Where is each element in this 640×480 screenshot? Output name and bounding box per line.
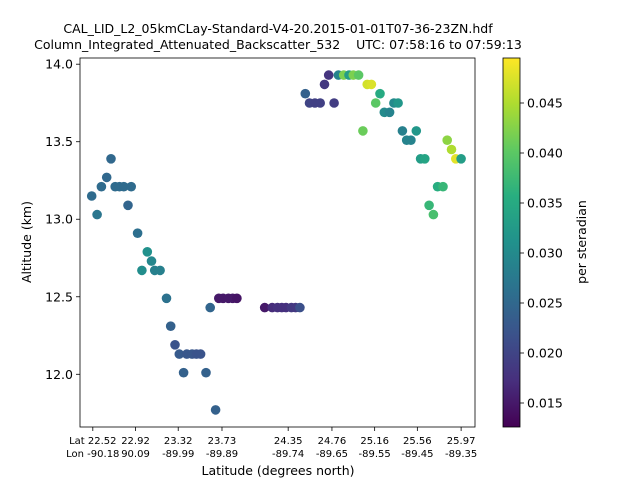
x-tick-label-lon: -89.89 [206, 449, 238, 460]
chart-title-line1: CAL_LID_L2_05kmCLay-Standard-V4-20.2015-… [63, 21, 493, 36]
colorbar-tick-label: 0.030 [527, 246, 563, 261]
data-point [406, 135, 416, 145]
x-tick-label-lon: -89.99 [162, 449, 194, 460]
colorbar-tick-label: 0.045 [527, 96, 563, 111]
colorbar: 0.015 0.020 0.025 0.030 0.035 0.040 0.045 per … [502, 57, 589, 428]
x-tick-label-lon: Lon -90.18 [66, 449, 119, 460]
chart-title-line2: Column_Integrated_Attenuated_Backscatter… [34, 37, 522, 52]
colorbar-label: per steradian [574, 200, 589, 284]
data-point [126, 181, 136, 192]
data-point [397, 126, 408, 136]
scatter-points [86, 70, 466, 415]
data-point [146, 256, 157, 266]
x-tick-label-lat: 25.97 [447, 436, 476, 447]
x-tick-label-lon: -89.45 [401, 449, 433, 460]
data-point [86, 191, 97, 201]
x-tick-label-lat: 23.32 [164, 436, 193, 447]
data-point [424, 200, 434, 211]
colorbar-tick-label: 0.020 [527, 346, 563, 361]
data-point [123, 200, 133, 211]
data-point [132, 228, 143, 238]
x-tick-label-lon: -89.74 [272, 449, 304, 460]
y-tick-label: 13.5 [45, 134, 73, 149]
data-point [411, 126, 422, 136]
x-tick-label-lat: 25.56 [403, 436, 432, 447]
data-point [161, 293, 172, 304]
y-tick-label: 13.0 [45, 212, 73, 227]
x-tick-label-lon: -89.65 [316, 449, 348, 460]
x-axis-label: Latitude (degrees north) [202, 463, 355, 478]
data-point [178, 367, 189, 378]
colorbar-tick-label: 0.040 [527, 146, 563, 161]
colorbar-gradient [503, 58, 520, 427]
x-tick-label-lon: -89.55 [359, 449, 391, 460]
colorbar-tick-label: 0.035 [527, 196, 563, 211]
data-point [366, 79, 377, 90]
colorbar-tick-label: 0.025 [527, 296, 563, 311]
data-point [329, 98, 339, 108]
colorbar-tick-label: 0.015 [527, 396, 563, 411]
data-point [195, 349, 206, 359]
plot-frame [80, 58, 475, 427]
data-point [170, 340, 180, 350]
x-tick-label-lat: 23.73 [208, 436, 237, 447]
data-point [205, 302, 215, 313]
data-point [358, 126, 368, 136]
x-tick-label-lat: 25.16 [360, 436, 389, 447]
data-point [393, 98, 403, 108]
colorbar-border [502, 57, 521, 428]
x-tick-label-lat: 22.92 [121, 436, 150, 447]
data-point [375, 88, 385, 99]
data-point [232, 293, 242, 304]
data-point [96, 181, 107, 192]
y-tick-label: 12.5 [45, 289, 73, 304]
data-point [106, 154, 116, 164]
y-tick-label: 14.0 [45, 57, 73, 72]
data-point [384, 107, 395, 118]
data-point [259, 302, 270, 313]
plot-area: 12.0 12.5 13.0 13.5 14.0 Lat 22.52 Lon -90.18… [45, 57, 477, 460]
data-point [315, 98, 326, 108]
x-tick-label-lon: 90.09 [121, 449, 150, 460]
data-point [353, 70, 364, 80]
data-point [323, 70, 334, 80]
data-point [370, 98, 381, 108]
y-axis-ticks: 12.0 12.5 13.0 13.5 14.0 [45, 57, 80, 382]
data-point [442, 135, 453, 145]
data-point [300, 88, 311, 99]
data-point [165, 321, 176, 332]
data-point [155, 265, 165, 276]
data-point [174, 349, 185, 359]
data-point [438, 181, 448, 192]
y-tick-label: 12.0 [45, 367, 73, 382]
data-point [428, 209, 439, 220]
data-point [420, 154, 430, 164]
data-point [101, 172, 112, 183]
x-tick-label-lat: 24.35 [274, 436, 303, 447]
plot-border [79, 57, 476, 428]
x-tick-label-lat: Lat 22.52 [69, 436, 116, 447]
data-point [201, 367, 211, 378]
data-point [137, 265, 147, 276]
data-point [295, 302, 305, 313]
data-point [446, 144, 457, 155]
data-point [119, 181, 129, 192]
data-point [456, 154, 466, 164]
y-axis-label: Altitude (km) [19, 201, 34, 283]
colorbar-ticks: 0.015 0.020 0.025 0.030 0.035 0.040 0.045 [520, 96, 563, 411]
x-tick-label-lon: -89.35 [445, 449, 477, 460]
data-point [92, 209, 102, 220]
data-point [210, 405, 221, 415]
x-tick-label-lat: 24.76 [318, 436, 347, 447]
data-point [142, 247, 153, 257]
data-point [319, 79, 330, 90]
